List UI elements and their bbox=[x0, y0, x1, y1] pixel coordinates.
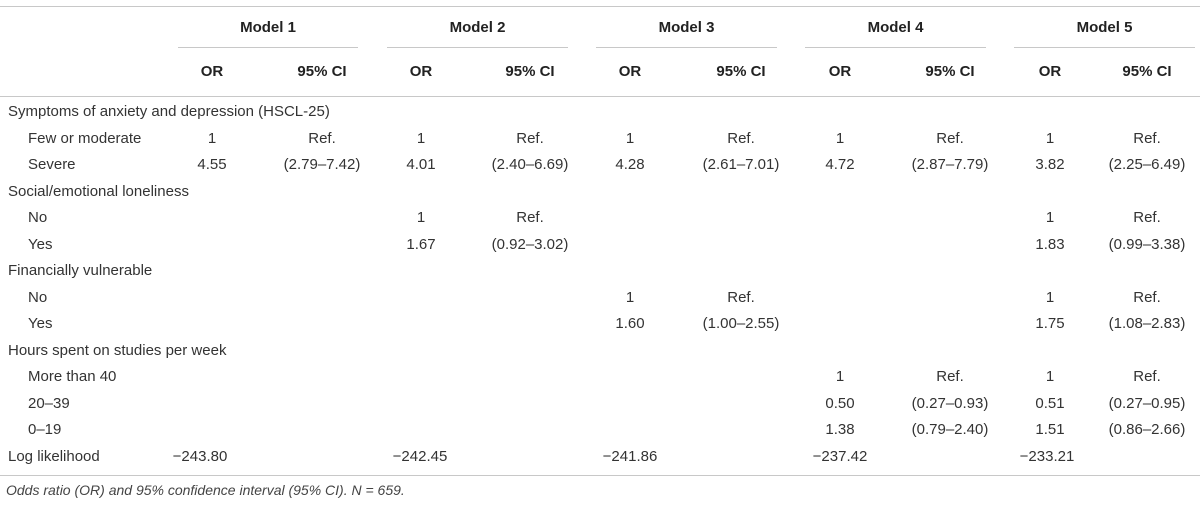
ci-subheader: 95% CI bbox=[505, 63, 555, 80]
or-cell: 1 bbox=[1045, 368, 1055, 385]
row-category-label: No bbox=[28, 209, 48, 226]
model-header-rule bbox=[387, 47, 568, 48]
log-likelihood-value: −242.45 bbox=[392, 447, 448, 465]
ci-subheader: 95% CI bbox=[925, 63, 975, 80]
ci-subheader: 95% CI bbox=[297, 63, 347, 80]
or-cell: 0.50 bbox=[825, 394, 855, 412]
model-header-2: Model 2 bbox=[449, 19, 506, 36]
ci-cell: (2.61–7.01) bbox=[702, 156, 780, 173]
model-header-rule bbox=[1014, 47, 1195, 48]
ci-cell: (1.08–2.83) bbox=[1108, 315, 1186, 332]
or-subheader: OR bbox=[828, 63, 852, 80]
log-likelihood-value: −243.80 bbox=[172, 447, 228, 465]
model-header-1: Model 1 bbox=[240, 19, 296, 36]
row-category-label: Few or moderate bbox=[28, 129, 142, 147]
or-cell: 1.60 bbox=[615, 315, 645, 332]
ci-cell: (2.25–6.49) bbox=[1108, 156, 1186, 173]
ci-cell: Ref. bbox=[1133, 288, 1161, 306]
row-category-label: Yes bbox=[28, 235, 53, 253]
or-cell: 4.72 bbox=[825, 156, 855, 173]
or-cell: 1.38 bbox=[825, 421, 855, 438]
model-header-3: Model 3 bbox=[658, 19, 715, 36]
or-cell: 4.01 bbox=[406, 156, 436, 173]
or-cell: 1 bbox=[1045, 288, 1055, 306]
or-cell: 1 bbox=[625, 288, 635, 306]
table-top-rule bbox=[0, 6, 1200, 7]
table-header-rule bbox=[0, 96, 1200, 97]
model-header-rule bbox=[805, 47, 986, 48]
log-likelihood-value: −241.86 bbox=[602, 447, 658, 465]
or-cell: 1 bbox=[207, 129, 217, 147]
ci-cell: Ref. bbox=[1133, 209, 1161, 226]
ci-cell: Ref. bbox=[727, 288, 755, 306]
or-cell: 1 bbox=[416, 129, 426, 147]
row-category-label: Severe bbox=[28, 156, 76, 173]
row-category-label: 20–39 bbox=[28, 394, 70, 412]
table-bottom-rule bbox=[0, 475, 1200, 476]
ci-cell: Ref. bbox=[936, 368, 964, 385]
or-cell: 1 bbox=[416, 209, 426, 226]
ci-cell: (0.27–0.93) bbox=[911, 394, 989, 412]
or-cell: 1.51 bbox=[1035, 421, 1065, 438]
or-cell: 3.82 bbox=[1035, 156, 1065, 173]
ci-cell: Ref. bbox=[1133, 368, 1161, 385]
model-header-4: Model 4 bbox=[867, 19, 924, 36]
or-cell: 1 bbox=[835, 129, 845, 147]
or-cell: 1.75 bbox=[1035, 315, 1065, 332]
ci-cell: (2.40–6.69) bbox=[491, 156, 569, 173]
or-cell: 1.83 bbox=[1035, 235, 1065, 253]
ci-subheader: 95% CI bbox=[716, 63, 766, 80]
row-group-label: Hours spent on studies per week bbox=[8, 341, 227, 359]
ci-cell: Ref. bbox=[516, 129, 544, 147]
ci-cell: (2.87–7.79) bbox=[911, 156, 989, 173]
row-category-label: More than 40 bbox=[28, 368, 117, 385]
ci-subheader: 95% CI bbox=[1122, 63, 1172, 80]
row-group-label: Log likelihood bbox=[8, 447, 100, 465]
or-cell: 1 bbox=[1045, 209, 1055, 226]
or-cell: 0.51 bbox=[1035, 394, 1065, 412]
ci-cell: Ref. bbox=[308, 129, 336, 147]
ci-cell: Ref. bbox=[516, 209, 544, 226]
or-cell: 4.55 bbox=[197, 156, 227, 173]
ci-cell: (1.00–2.55) bbox=[702, 315, 780, 332]
model-header-rule bbox=[596, 47, 777, 48]
ci-cell: (0.99–3.38) bbox=[1108, 235, 1186, 253]
or-cell: 1 bbox=[625, 129, 635, 147]
ci-cell: (0.27–0.95) bbox=[1108, 394, 1186, 412]
ci-cell: Ref. bbox=[1133, 129, 1161, 147]
ci-cell: Ref. bbox=[727, 129, 755, 147]
or-subheader: OR bbox=[1038, 63, 1062, 80]
row-category-label: Yes bbox=[28, 315, 53, 332]
ci-cell: (0.86–2.66) bbox=[1108, 421, 1186, 438]
ci-cell: Ref. bbox=[936, 129, 964, 147]
or-cell: 1 bbox=[1045, 129, 1055, 147]
row-group-label: Financially vulnerable bbox=[8, 262, 153, 279]
or-subheader: OR bbox=[618, 63, 642, 80]
row-group-label: Symptoms of anxiety and depression (HSCL… bbox=[8, 103, 330, 120]
or-cell: 4.28 bbox=[615, 156, 645, 173]
row-category-label: 0–19 bbox=[28, 421, 62, 438]
log-likelihood-value: −237.42 bbox=[812, 447, 868, 465]
or-cell: 1.67 bbox=[406, 235, 436, 253]
log-likelihood-value: −233.21 bbox=[1019, 447, 1075, 465]
or-cell: 1 bbox=[835, 368, 845, 385]
ci-cell: (2.79–7.42) bbox=[283, 156, 361, 173]
ci-cell: (0.92–3.02) bbox=[491, 235, 569, 253]
row-category-label: No bbox=[28, 288, 48, 306]
or-subheader: OR bbox=[200, 63, 224, 80]
or-subheader: OR bbox=[409, 63, 433, 80]
model-header-rule bbox=[178, 47, 358, 48]
model-header-5: Model 5 bbox=[1076, 19, 1133, 36]
ci-cell: (0.79–2.40) bbox=[911, 421, 989, 438]
table-footnote: Odds ratio (OR) and 95% confidence inter… bbox=[6, 482, 405, 498]
row-group-label: Social/emotional loneliness bbox=[8, 182, 189, 200]
